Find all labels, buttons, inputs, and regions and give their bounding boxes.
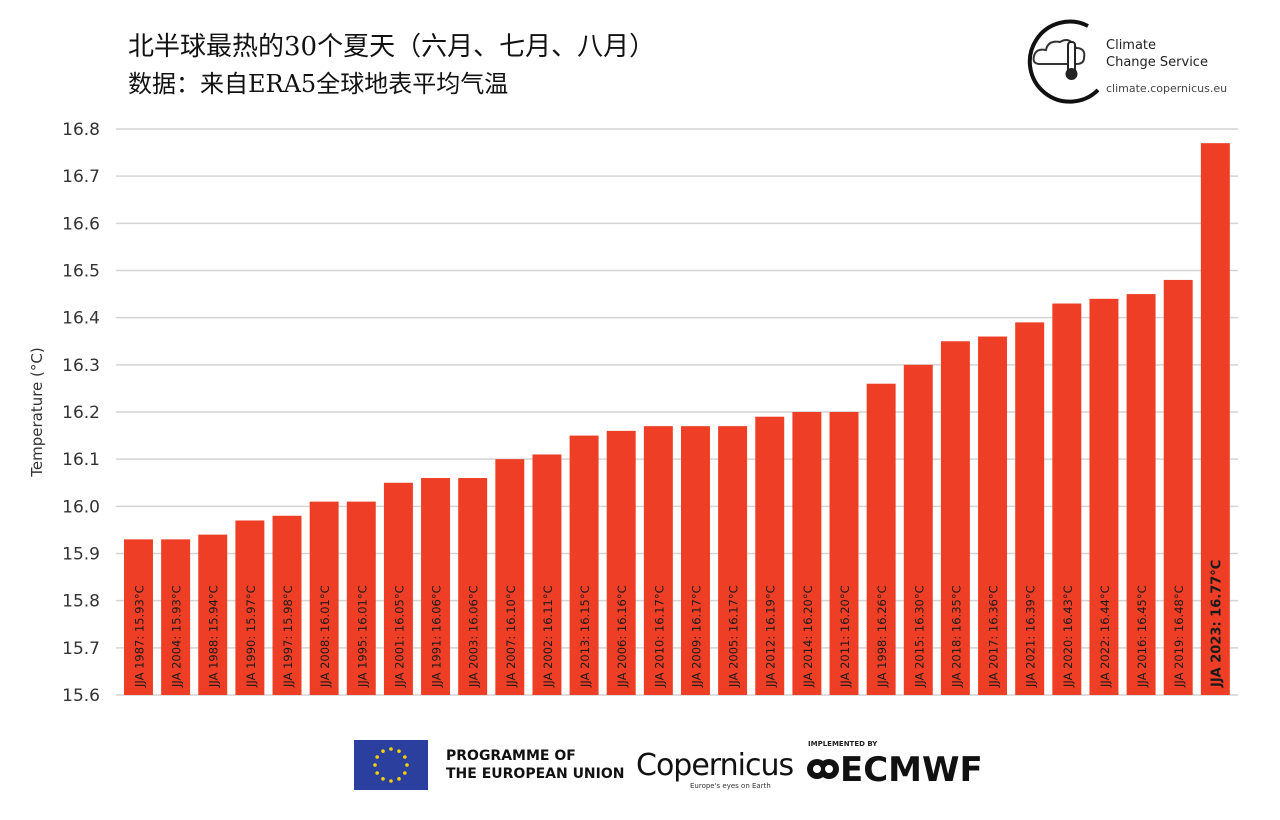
bar-data-label: JJA 1995: 16.01°C [355,585,369,688]
bar [606,430,636,695]
bar-chart: 15.6 15.7 15.8 15.9 16.0 16.1 16.2 16.3 16.4 16.5… [28,120,1238,706]
bar [755,416,785,695]
bar-data-label: JJA 2020: 16.43°C [1061,585,1075,688]
bar-data-label: JJA 2013: 16.15°C [578,585,592,688]
eu-programme-line2: THE EUROPEAN UNION [446,766,625,782]
bar-data-label: JJA 2003: 16.06°C [467,585,481,688]
y-tick-label: 16.1 [62,450,100,470]
bar-data-label: JJA 2007: 16.10°C [504,585,518,688]
chart-subtitle: 数据：来自ERA5全球地表平均气温 [128,70,509,98]
bar-data-label: JJA 2015: 16.30°C [912,585,926,688]
bar-data-label: JJA 1997: 15.98°C [281,585,295,688]
bar [235,520,265,695]
implemented-by-label: IMPLEMENTED BY [808,740,878,748]
bar-data-label: JJA 1987: 15.93°C [132,585,146,688]
cloud-thermometer-icon [1027,19,1100,104]
y-tick-label: 16.3 [62,356,100,376]
bar-data-label: JJA 2022: 16.44°C [1098,585,1112,688]
bar [1126,294,1156,695]
bar-data-label: JJA 2009: 16.17°C [689,585,703,688]
footer-logos: PROGRAMME OF THE EUROPEAN UNION Copernic… [0,730,1280,810]
bar [829,412,859,695]
bar-data-label: JJA 2004: 15.93°C [170,585,184,688]
y-tick-label: 16.8 [62,120,100,140]
bar [866,383,896,695]
bar-data-label: JJA 1998: 16.26°C [875,585,889,688]
bar [346,501,376,695]
bar-data-label: JJA 2012: 16.19°C [764,585,778,688]
bar [940,341,970,695]
bar [792,412,822,695]
bar-data-label: JJA 2014: 16.20°C [801,585,815,688]
bar-data-label: JJA 2005: 16.17°C [727,585,741,688]
y-tick-label: 16.4 [62,309,100,329]
bar [1200,143,1230,695]
bar [124,539,153,695]
c3s-logo: Climate Change Service climate.copernicu… [1018,12,1258,104]
bar [1015,322,1045,695]
bar [718,426,748,695]
bar-data-label: JJA 2016: 16.45°C [1135,585,1149,688]
y-tick-label: 16.2 [62,403,100,423]
copernicus-tagline: Europe's eyes on Earth [690,782,771,790]
bar-data-label: JJA 2023: 16.77°C [1209,560,1224,688]
y-tick-label: 16.6 [62,214,100,234]
bar [458,478,488,695]
bar-data-label: JJA 2021: 16.39°C [1024,585,1038,688]
bar [1052,303,1082,695]
ecmwf-icon [807,759,839,779]
y-tick-label: 16.7 [62,167,100,187]
bar [198,534,228,695]
bar-data-label: JJA 2002: 16.11°C [541,585,555,688]
bar-data-label: JJA 2006: 16.16°C [615,585,629,688]
bar [272,515,302,695]
bar [978,336,1008,695]
bar-data-label: JJA 2011: 16.20°C [838,585,852,688]
brand-line1: Climate [1106,38,1157,53]
bar-data-label: JJA 2001: 16.05°C [392,585,406,688]
ecmwf-logo: ECMWF [840,750,983,790]
bar-data-label: JJA 2010: 16.17°C [652,585,666,688]
bar-data-label: JJA 2008: 16.01°C [318,585,332,688]
bar [903,364,933,695]
y-tick-label: 15.7 [62,639,100,659]
bar [1163,279,1193,695]
y-axis-label: Temperature (°C) [28,347,46,477]
bar-data-label: JJA 2017: 16.36°C [987,585,1001,688]
bar [309,501,339,695]
chart-title: 北半球最热的30个夏天（六月、七月、八月） [128,32,656,62]
y-tick-label: 16.0 [62,497,100,517]
y-tick-label: 15.9 [62,545,100,565]
bar [421,478,451,695]
bar [383,482,413,695]
bar-data-label: JJA 1988: 15.94°C [207,585,221,688]
bar [532,454,562,695]
brand-line2: Change Service [1106,55,1208,70]
bar [161,539,191,695]
bar [643,426,673,695]
bar [569,435,599,695]
y-tick-label: 15.8 [62,592,100,612]
bar [681,426,710,695]
brand-url[interactable]: climate.copernicus.eu [1106,82,1228,95]
y-tick-label: 15.6 [62,686,100,706]
bar-data-label: JJA 2019: 16.48°C [1172,585,1186,688]
bar [495,459,525,695]
eu-flag-icon [354,740,428,790]
y-tick-label: 16.5 [62,262,100,282]
bar-data-label: JJA 2018: 16.35°C [949,585,963,688]
eu-programme-line1: PROGRAMME OF [446,748,576,764]
bar-data-label: JJA 1991: 16.06°C [430,585,444,688]
bar [1089,298,1119,695]
bar-data-label: JJA 1990: 15.97°C [244,585,258,688]
copernicus-logo: Copernicus [636,748,794,783]
